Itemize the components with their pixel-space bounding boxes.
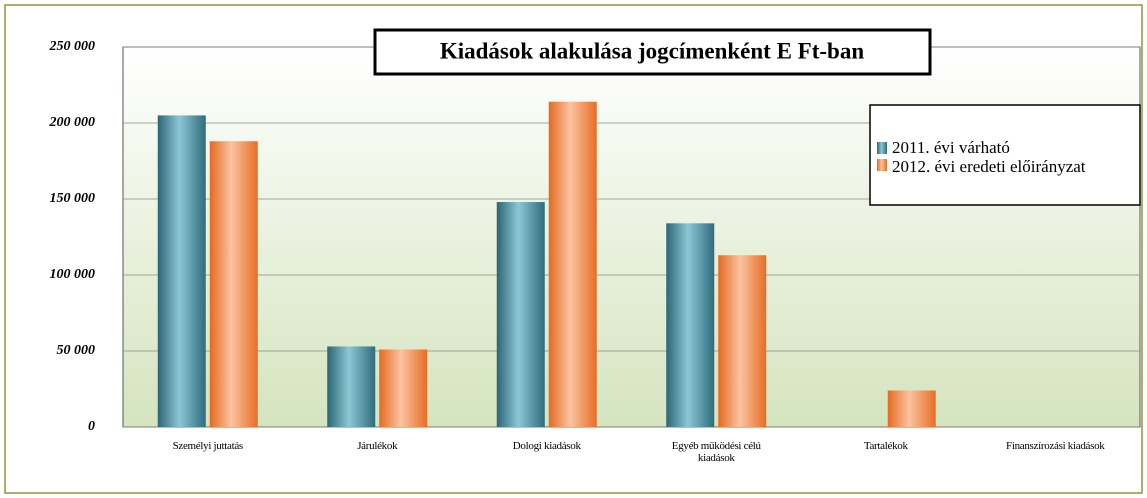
- bar: [666, 223, 715, 427]
- bar: [887, 390, 936, 427]
- title-box: [373, 28, 932, 76]
- plot-area: [122, 46, 1141, 428]
- bar: [157, 115, 206, 428]
- bar: [548, 101, 597, 427]
- x-tick-label: Személyi juttatás: [172, 440, 244, 452]
- y-tick-label: 150 000: [50, 191, 96, 206]
- y-tick-label: 250 000: [49, 39, 96, 54]
- x-tick-label: Dologi kiadások: [512, 440, 581, 452]
- bar: [327, 346, 376, 427]
- legend-box: [869, 104, 1141, 206]
- legend-swatch: [877, 159, 887, 171]
- y-tick-label: 50 000: [57, 343, 96, 358]
- chart-title: Kiadások alakulása jogcímenként E Ft-ban: [440, 38, 864, 63]
- legend-swatch: [877, 142, 887, 154]
- x-tick-label: Finanszírozási kiadások: [1006, 440, 1105, 452]
- legend-label: 2012. évi eredeti előirányzat: [892, 157, 1086, 176]
- y-tick-label: 200 000: [49, 115, 96, 130]
- bar: [209, 141, 258, 428]
- x-tick-label: Járulékok: [357, 440, 398, 452]
- bar: [379, 349, 428, 427]
- bar: [718, 255, 767, 427]
- legend-label: 2011. évi várható: [892, 138, 1010, 157]
- y-tick-label: 0: [88, 419, 95, 434]
- bar: [496, 202, 545, 427]
- x-tick-label: Tartalékok: [863, 440, 908, 452]
- y-tick-label: 100 000: [50, 267, 96, 282]
- x-tick-label: Egyéb működési célú kiadások: [671, 440, 761, 464]
